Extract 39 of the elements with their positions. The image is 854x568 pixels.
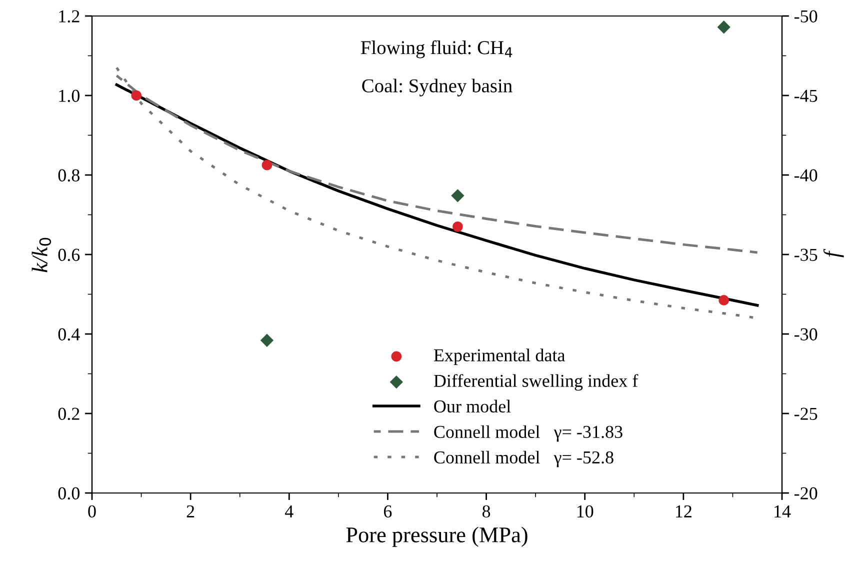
point <box>718 295 729 306</box>
y2-tick-label: -35 <box>794 248 818 261</box>
legend-label: Connell model γ= -31.83 <box>434 425 622 442</box>
x-tick-label: 8 <box>482 505 490 518</box>
y2-tick-label: -30 <box>794 328 818 340</box>
x-axis-title: Pore pressure (MPa) <box>346 526 528 547</box>
legend-label: Experimental data <box>434 348 566 366</box>
legend-label: Connell model γ= -52.8 <box>434 450 614 468</box>
legend-label: Differential swelling index f <box>434 374 638 391</box>
y-tick-label: 0.0 <box>58 487 80 500</box>
y2-tick-label: -50 <box>794 10 818 22</box>
legend-label: Our model <box>434 400 511 413</box>
x-tick-label: 12 <box>676 505 692 518</box>
y-tick-label: 1.0 <box>59 90 80 102</box>
point <box>717 20 730 34</box>
annotation: Coal: Sydney basin <box>362 78 512 96</box>
y-tick-label: 0.6 <box>58 248 80 262</box>
point <box>131 90 142 101</box>
point <box>262 160 272 170</box>
y-axis-title: k/k$_{0}$ <box>32 238 52 272</box>
x-tick-label: 2 <box>186 505 194 518</box>
x-tick-label: 4 <box>284 505 294 518</box>
point <box>260 334 274 347</box>
x-tick-label: 10 <box>577 505 594 518</box>
y2-axis-title: f <box>823 248 844 258</box>
y-tick-label: 0.8 <box>58 169 80 182</box>
y-tick-label: 0.4 <box>58 328 80 341</box>
y-tick-label: 0.2 <box>58 408 80 420</box>
x-tick-label: 6 <box>384 505 392 518</box>
y2-tick-label: -45 <box>794 90 818 102</box>
point <box>452 222 463 232</box>
y2-tick-label: -40 <box>794 169 818 182</box>
y2-tick-label: -20 <box>794 487 818 500</box>
point <box>451 189 464 202</box>
x-tick-label: 14 <box>774 505 791 518</box>
x-tick-label: 0 <box>88 505 96 518</box>
annotation: Flowing fluid: CH$_{4}$ <box>360 40 512 58</box>
y2-tick-label: -25 <box>794 408 818 420</box>
y-tick-label: 1.2 <box>59 10 80 23</box>
